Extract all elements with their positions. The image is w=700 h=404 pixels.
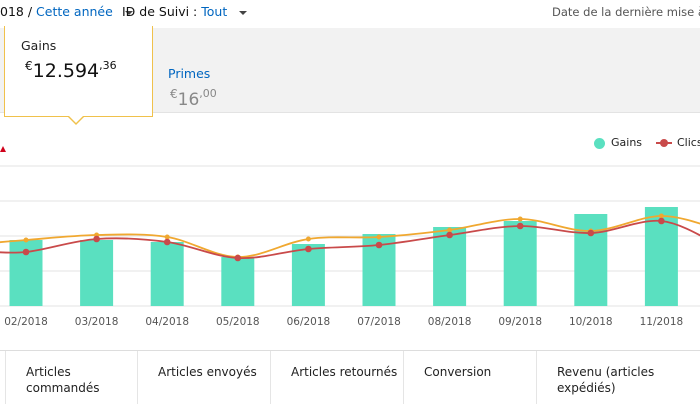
tab-label: Articles commandés bbox=[26, 365, 100, 395]
bar-gains bbox=[80, 240, 114, 306]
bar-gains bbox=[503, 221, 537, 306]
x-tick-label: 10/2018 bbox=[569, 316, 613, 328]
bar-gains bbox=[291, 244, 325, 306]
last-updated-text: Date de la dernière mise à j bbox=[552, 5, 700, 19]
tab-label: Conversion bbox=[424, 365, 492, 379]
legend-clics-label: Clics bbox=[677, 136, 700, 149]
gains-value: €12.594,36 bbox=[25, 59, 117, 82]
date-range-dropdown[interactable]: 018 / Cette année bbox=[0, 4, 133, 19]
trend-point bbox=[517, 216, 523, 222]
trend-point bbox=[23, 237, 29, 243]
top-filter-bar: 018 / Cette année ID de Suivi : Tout Dat… bbox=[0, 0, 700, 28]
warning-triangle-icon bbox=[0, 146, 6, 152]
x-tick-label: 07/2018 bbox=[357, 316, 401, 328]
x-tick-label: 06/2018 bbox=[287, 316, 331, 328]
date-range-value: Cette année bbox=[36, 4, 113, 19]
clics-point bbox=[234, 254, 242, 262]
clics-point bbox=[375, 241, 383, 249]
primes-amount: 16 bbox=[177, 90, 200, 110]
gains-amount: 12.594 bbox=[32, 60, 100, 82]
legend-gains-label: Gains bbox=[611, 136, 643, 149]
trend-point bbox=[447, 227, 453, 233]
tab-label: Articles retournés bbox=[291, 365, 398, 379]
legend-gains[interactable]: Gains bbox=[594, 136, 642, 149]
tracking-id-value: Tout bbox=[201, 4, 228, 19]
gains-metric-tab[interactable]: Gains €12.594,36 bbox=[4, 26, 153, 117]
tab-conversion[interactable]: Conversion bbox=[403, 351, 536, 404]
chevron-down-icon bbox=[239, 10, 248, 15]
clics-line-icon bbox=[656, 139, 672, 147]
tab-articles-envoyes[interactable]: Articles envoyés bbox=[137, 351, 270, 404]
bottom-metrics-tabs: Articles commandés Articles envoyés Arti… bbox=[0, 350, 700, 404]
x-tick-label: 05/2018 bbox=[216, 316, 260, 328]
gains-label: Gains bbox=[21, 38, 57, 53]
x-tick-label: 03/2018 bbox=[75, 316, 119, 328]
date-prefix: 018 / bbox=[0, 4, 33, 19]
clics-point bbox=[22, 248, 30, 256]
x-tick-label: 08/2018 bbox=[428, 316, 472, 328]
tab-label: Revenu (articles expédiés) bbox=[557, 365, 655, 395]
bar-gains bbox=[221, 257, 255, 306]
x-tick-label: 09/2018 bbox=[498, 316, 542, 328]
primes-value: €16,00 bbox=[170, 87, 217, 110]
clics-point bbox=[587, 229, 595, 237]
card-pointer-fill bbox=[68, 115, 84, 123]
x-tick-label: 11/2018 bbox=[640, 316, 684, 328]
trend-point bbox=[658, 213, 664, 219]
primes-cents: ,00 bbox=[199, 87, 217, 100]
tab-articles-retournes[interactable]: Articles retournés bbox=[270, 351, 403, 404]
tab-articles-commandes[interactable]: Articles commandés bbox=[5, 351, 137, 404]
bar-gains bbox=[574, 214, 608, 306]
clics-point bbox=[516, 222, 524, 230]
chevron-down-icon bbox=[124, 10, 133, 15]
trend-point bbox=[305, 236, 311, 242]
trend-point bbox=[376, 234, 382, 240]
x-tick-label: 02/2018 bbox=[4, 316, 48, 328]
clics-point bbox=[93, 235, 100, 243]
primes-currency: € bbox=[170, 87, 178, 101]
tab-label: Articles envoyés bbox=[158, 365, 257, 379]
earnings-chart: 02/2018 03/2018 04/2018 05/2018 06/2018 07/20… bbox=[0, 165, 700, 328]
primes-metric-tab[interactable]: Primes bbox=[168, 66, 211, 81]
gains-dot-icon bbox=[594, 137, 605, 149]
clics-point bbox=[658, 217, 665, 225]
gains-cents: ,36 bbox=[99, 59, 117, 72]
clics-point bbox=[305, 245, 312, 253]
bar-gains bbox=[433, 227, 467, 306]
tab-revenu[interactable]: Revenu (articles expédiés) bbox=[536, 351, 700, 404]
tracking-id-label: ID de Suivi : bbox=[122, 4, 198, 19]
clics-point bbox=[446, 231, 453, 239]
gains-currency: € bbox=[25, 59, 33, 73]
bar-gains bbox=[150, 242, 184, 306]
trend-point bbox=[164, 234, 170, 240]
legend-clics[interactable]: Clics bbox=[656, 136, 700, 149]
tracking-id-dropdown[interactable]: ID de Suivi : Tout bbox=[122, 4, 248, 19]
x-tick-label: 04/2018 bbox=[145, 316, 189, 328]
clics-point bbox=[163, 238, 171, 246]
